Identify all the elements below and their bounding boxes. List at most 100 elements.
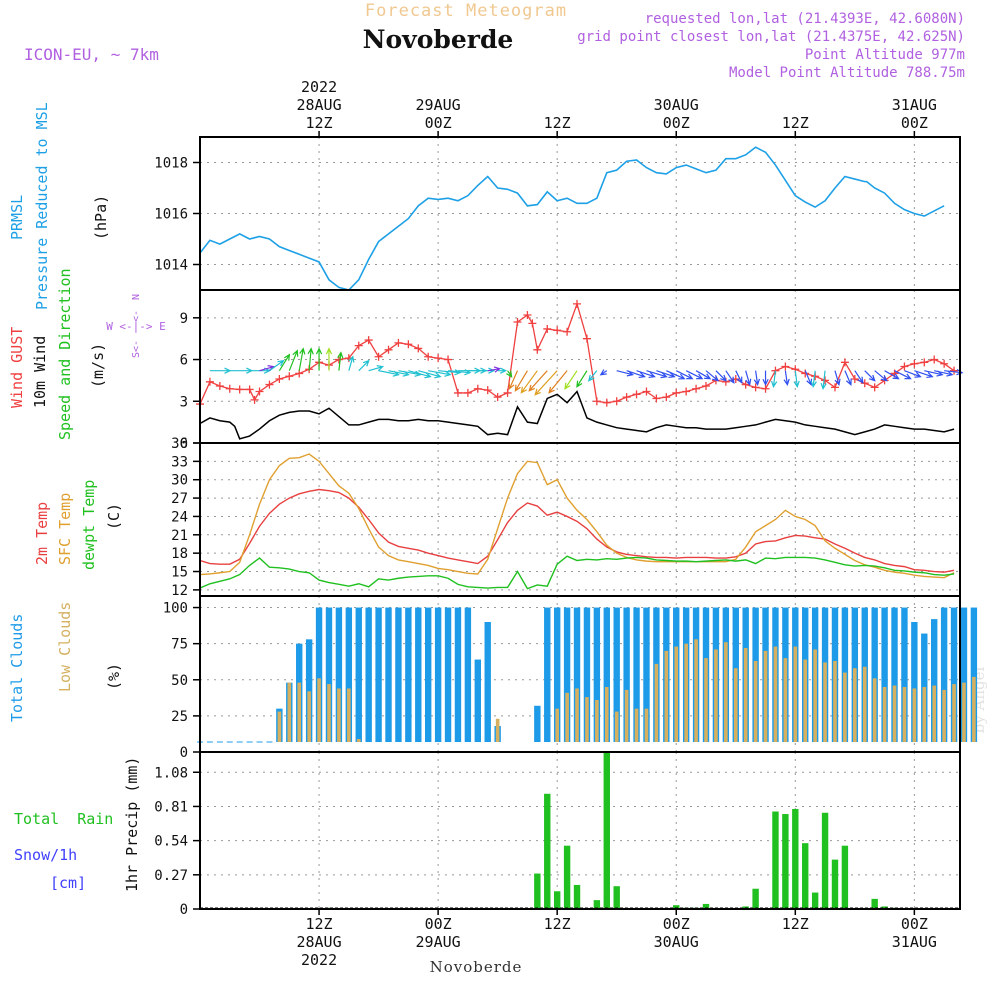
wind-direction-arrow <box>438 369 462 376</box>
wind-gust-marker <box>850 375 859 384</box>
y-tick-label: 1018 <box>154 156 188 172</box>
wind-gust-marker <box>275 375 284 384</box>
panel-frame <box>199 442 961 597</box>
top-time-label: 12Z <box>306 114 333 132</box>
low-cloud-bar <box>862 666 867 742</box>
bottom-time-label: 30AUG <box>654 933 699 951</box>
requested-coords: requested lon,lat (21.4393E, 42.6080N) <box>645 11 965 27</box>
wind-direction-arrow <box>834 370 841 386</box>
total-cloud-bar <box>881 607 888 742</box>
rain-bar <box>563 845 571 909</box>
wind-gust-marker <box>483 386 492 395</box>
total-cloud-bar <box>434 607 442 742</box>
top-time-label: 12Z <box>544 114 571 132</box>
low-clouds-label: Low Clouds <box>56 602 74 692</box>
wind-direction-arrow <box>804 370 813 386</box>
wind-direction-arrow <box>695 370 712 380</box>
bottom-time-label: 12Z <box>544 915 571 933</box>
low-cloud-bar <box>694 639 698 742</box>
wind-direction-arrow <box>477 367 496 374</box>
wind-direction-arrow <box>307 347 314 371</box>
low-cloud-bar <box>297 682 302 742</box>
wind-direction-arrow <box>508 370 519 390</box>
wind-gust-marker <box>354 341 363 350</box>
wind-direction-arrow <box>229 367 254 374</box>
pressure-unit: (hPa) <box>92 195 110 240</box>
wind-direction-arrow <box>528 370 548 392</box>
low-cloud-bar <box>624 689 629 742</box>
wind-direction-arrow <box>884 370 900 380</box>
bottom-time-label: 29AUG <box>416 933 461 951</box>
total-cloud-bar <box>950 607 958 742</box>
wind-direction-arrow <box>626 370 646 379</box>
wind-gust-marker <box>870 383 879 392</box>
low-cloud-bar <box>823 662 827 742</box>
top-time-label: 30AUG <box>654 96 699 114</box>
wind-direction-arrow <box>564 370 578 390</box>
total-cloud-bar <box>563 607 571 742</box>
wind-gust-marker <box>255 387 264 396</box>
low-cloud-bar <box>595 700 599 742</box>
compass-s-letter: S <box>131 352 142 358</box>
wind-direction-arrow <box>934 370 954 377</box>
wind-direction-arrow <box>705 370 720 382</box>
wind-gust-marker <box>632 390 641 399</box>
wind-direction-arrow <box>576 370 588 388</box>
y-tick-label: 50 <box>171 673 188 689</box>
wind-gust-marker <box>235 385 244 394</box>
total-cloud-bar <box>643 607 650 742</box>
wind-10m-line <box>199 390 955 440</box>
wind-gust-marker <box>528 319 537 328</box>
low-cloud-bar <box>327 684 331 742</box>
snow-unit: [cm] <box>50 874 86 892</box>
wind-direction-arrow <box>506 370 513 378</box>
total-cloud-bar <box>970 607 978 742</box>
wind-gust-marker <box>404 340 413 349</box>
wind-gust-marker <box>821 376 830 385</box>
total-cloud-bar <box>315 607 323 742</box>
low-cloud-bar <box>277 711 282 742</box>
rain-bar <box>841 845 849 909</box>
model-label: ICON-EU, ~ 7km <box>24 45 159 64</box>
wind-gust-marker <box>612 397 621 406</box>
bottom-time-label: 2022 <box>301 951 337 969</box>
low-cloud-bar <box>912 688 917 742</box>
sfc-label: SFC Temp <box>56 493 74 565</box>
y-tick-label: 12 <box>171 583 188 599</box>
low-cloud-bar <box>743 648 748 742</box>
low-cloud-bar <box>872 678 877 742</box>
low-cloud-bar <box>853 668 857 742</box>
wind-direction-arrow <box>358 359 370 372</box>
wind-direction-arrow <box>368 365 384 372</box>
wind-direction-arrow <box>418 370 442 379</box>
wind-gust-marker <box>265 380 274 389</box>
total-cloud-bar <box>633 607 640 742</box>
low-cloud-bar <box>952 684 956 742</box>
wind-gust-marker <box>692 384 701 393</box>
low-cloud-bar <box>942 689 946 742</box>
model-altitude: Model Point Altitude 788.75m <box>729 65 965 81</box>
total-cloud-bar <box>474 659 482 742</box>
y-tick-label: 75 <box>171 637 188 653</box>
wind-direction-arrow <box>398 370 422 377</box>
wind-direction-arrow <box>894 370 912 380</box>
low-cloud-bar <box>684 643 688 742</box>
low-cloud-bar <box>565 692 569 742</box>
wind-gust-marker <box>830 383 839 392</box>
wind-10m-label: 10m Wind <box>31 336 49 408</box>
rain-bar <box>752 888 759 909</box>
pressure-line <box>199 146 945 291</box>
total-cloud-bar <box>931 619 938 742</box>
wind-gust-marker <box>920 358 929 367</box>
point-altitude: Point Altitude 977m <box>805 47 965 63</box>
rain-bar <box>811 892 819 909</box>
wind-gust-marker <box>652 394 661 403</box>
wind-direction-arrow <box>904 370 922 378</box>
total-cloud-bar <box>871 607 878 742</box>
wind-gust-marker <box>503 388 512 397</box>
wind-gust-marker <box>205 377 214 386</box>
wind-direction-arrow <box>810 370 817 389</box>
y-tick-label: 3 <box>180 394 188 410</box>
wind-gust-marker <box>860 379 869 388</box>
